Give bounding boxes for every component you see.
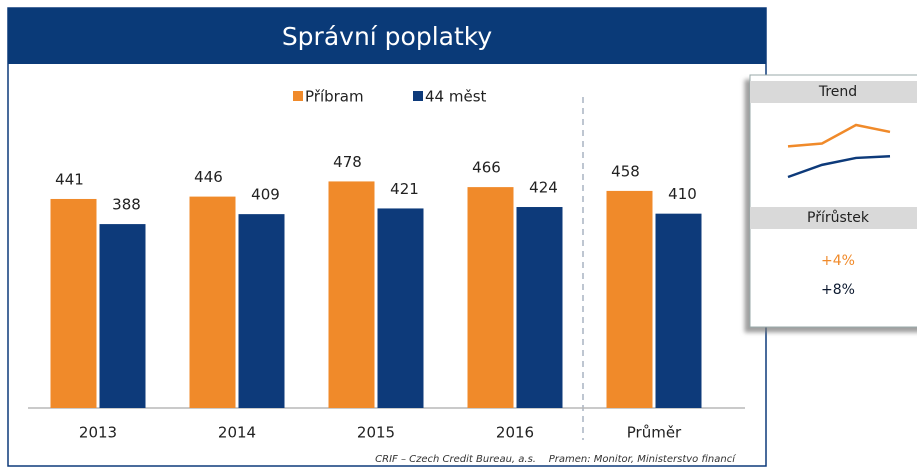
bar: [655, 213, 702, 408]
data-label: 424: [529, 179, 558, 197]
sparkline: [787, 123, 891, 148]
panel-header: [750, 81, 917, 103]
legend-swatch: [413, 91, 423, 101]
x-tick-label: 2013: [79, 424, 117, 442]
chart-title: Správní poplatky: [282, 22, 493, 51]
title-bar: [8, 8, 766, 64]
data-label: 478: [333, 153, 362, 171]
data-label: 446: [194, 168, 223, 186]
panel-header-text: Trend: [818, 84, 857, 100]
legend-label: 44 měst: [425, 88, 487, 106]
legend-label: Příbram: [305, 88, 364, 106]
bar: [50, 198, 97, 408]
data-label: 410: [668, 185, 697, 203]
bar: [516, 207, 563, 408]
data-label: 466: [472, 159, 501, 177]
panel-header: [750, 207, 917, 229]
data-label: 441: [55, 170, 84, 188]
bar: [606, 190, 653, 408]
side-panel: [749, 74, 917, 328]
bar: [99, 224, 146, 408]
bar: [377, 208, 424, 408]
data-label: 409: [251, 186, 280, 204]
bar: [328, 181, 375, 408]
growth-label: +8%: [821, 282, 855, 298]
data-label: 421: [390, 180, 419, 198]
bar: [189, 196, 236, 408]
x-tick-label: 2016: [496, 424, 534, 442]
bar: [467, 187, 514, 408]
data-label: 388: [112, 196, 141, 214]
growth-label: +4%: [821, 253, 855, 269]
bar: [238, 214, 285, 408]
x-tick-label: Průměr: [627, 424, 682, 442]
legend-swatch: [293, 91, 303, 101]
panel-box: [749, 74, 917, 328]
x-tick-label: 2014: [218, 424, 256, 442]
sparkline: [787, 154, 891, 179]
panel-header-text: Přírůstek: [807, 210, 870, 226]
source: CRIF – Czech Credit Bureau, a.s. Pramen:…: [375, 453, 736, 465]
x-tick-label: 2015: [357, 424, 395, 442]
data-label: 458: [611, 162, 640, 180]
